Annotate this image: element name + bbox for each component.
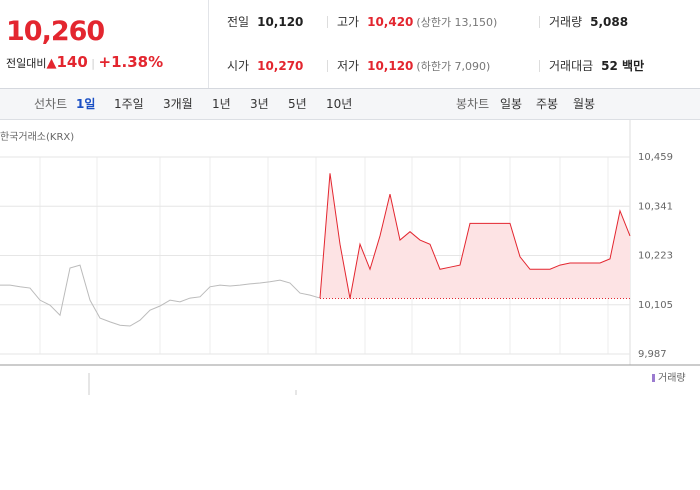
change: 전일대비▲140 | +1.38%	[6, 53, 164, 71]
info-note: (하한가 7,090)	[416, 60, 491, 73]
info-label: 시가	[227, 59, 250, 73]
info-label: 고가	[337, 15, 360, 29]
info-cell: 시가 10,270	[227, 44, 303, 88]
info-cell: 고가 10,420 (상한가 13,150)	[337, 0, 497, 44]
tab[interactable]: 3년	[250, 97, 269, 111]
price: 10,260	[6, 16, 105, 47]
info-label: 거래량	[549, 15, 583, 29]
tab[interactable]: 10년	[326, 97, 353, 111]
info-label: 거래대금	[549, 59, 594, 73]
legend-swatch	[652, 374, 655, 382]
y-tick-label: 10,105	[638, 300, 673, 311]
separator	[539, 60, 540, 72]
y-tick-label: 10,341	[638, 201, 673, 212]
price-line	[319, 173, 631, 299]
separator	[327, 16, 328, 28]
separator	[327, 60, 328, 72]
price-box: 10,260 전일대비▲140 | +1.38%	[0, 0, 209, 88]
info-value: 10,120	[367, 59, 414, 73]
tab[interactable]: 1년	[212, 97, 231, 111]
info-value: 10,270	[257, 59, 304, 73]
separator	[539, 16, 540, 28]
change-value: 140	[56, 53, 88, 71]
y-tick-label: 9,987	[638, 349, 667, 360]
tab-bar: 선차트 1일 1주일 3개월 1년 3년 5년 10년 봉차트 일봉 주봉 월봉	[0, 89, 700, 120]
info-value: 52 백만	[601, 59, 645, 73]
y-tick-label: 10,459	[638, 152, 673, 163]
tab[interactable]: 1주일	[114, 97, 144, 111]
source: 한국거래소(KRX)	[0, 131, 74, 143]
tab-label: 봉차트	[456, 97, 490, 111]
tab[interactable]: 월봉	[573, 97, 596, 111]
price-line	[0, 264, 321, 327]
info-cell: 거래량 5,088	[549, 0, 628, 44]
tab[interactable]: 일봉	[500, 97, 523, 111]
info-value: 10,420	[367, 15, 414, 29]
change-label: 전일대비	[6, 57, 47, 70]
info-row: 전일 10,120 고가 10,420 (상한가 13,150) 거래량 5,088	[209, 0, 700, 44]
change-rate: +1.38%	[98, 53, 164, 71]
info-row: 시가 10,270 저가 10,120 (하한가 7,090) 거래대금 52 백만	[209, 44, 700, 88]
info-cell: 저가 10,120 (하한가 7,090)	[337, 44, 490, 88]
area-fill	[320, 173, 630, 299]
tab[interactable]: 5년	[288, 97, 307, 111]
tab[interactable]: 1일	[76, 97, 96, 111]
tab[interactable]: 3개월	[163, 97, 193, 111]
info-value: 5,088	[590, 15, 629, 29]
info-cell: 거래대금 52 백만	[549, 44, 644, 88]
info-value: 10,120	[257, 15, 304, 29]
quote-panel: 10,260 전일대비▲140 | +1.38% 전일 10,120 고가 10,42…	[0, 0, 700, 89]
y-tick-label: 10,223	[638, 251, 673, 262]
volume-legend: 거래량	[658, 372, 686, 384]
info-cell: 전일 10,120	[227, 0, 303, 44]
tab-label: 선차트	[34, 97, 68, 111]
info-label: 전일	[227, 15, 250, 29]
tab[interactable]: 주봉	[536, 97, 559, 111]
info-note: (상한가 13,150)	[416, 16, 498, 29]
info-label: 저가	[337, 59, 360, 73]
